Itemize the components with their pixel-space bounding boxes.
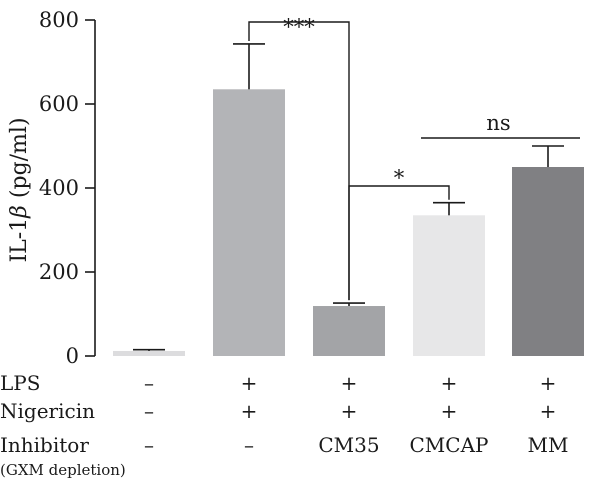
condition-value: +: [341, 399, 358, 423]
bar: [413, 215, 485, 356]
bar: [213, 89, 285, 357]
condition-value: –: [144, 399, 154, 423]
error-bars: [133, 43, 564, 351]
condition-row-label: Nigericin: [0, 399, 95, 423]
significance-bracket: [348, 185, 450, 301]
condition-row-label: LPS: [0, 371, 40, 395]
condition-value: +: [540, 399, 557, 423]
condition-value: MM: [528, 433, 569, 457]
condition-value: CM35: [318, 433, 379, 457]
condition-value: –: [144, 433, 154, 457]
condition-value: +: [441, 399, 458, 423]
significance-label: *: [394, 166, 405, 190]
condition-value: CMCAP: [410, 433, 489, 457]
significance-label: ns: [486, 111, 510, 135]
condition-value: +: [241, 399, 258, 423]
y-tick-label: 400: [39, 176, 79, 200]
condition-row-sublabel: (GXM depletion): [0, 461, 126, 479]
y-tick-label: 0: [66, 344, 79, 368]
y-axis-title: IL-1β (pg/ml): [7, 117, 32, 262]
bar: [313, 306, 385, 356]
condition-value: +: [441, 371, 458, 395]
condition-table: LPS – + + + + Nigericin – + + + + Inhibitor (GXM depl…: [0, 371, 568, 479]
y-tick-label: 800: [39, 8, 79, 32]
bar: [113, 350, 185, 356]
significance-brackets: ****ns: [248, 15, 580, 301]
condition-value: –: [144, 371, 154, 395]
condition-value: –: [244, 433, 254, 457]
bar: [512, 167, 584, 356]
condition-value: +: [241, 371, 258, 395]
significance-label: ***: [283, 15, 315, 39]
y-tick-label: 200: [39, 260, 79, 284]
bars: [113, 89, 584, 357]
condition-value: +: [341, 371, 358, 395]
condition-row-label: Inhibitor: [0, 433, 89, 457]
condition-value: +: [540, 371, 557, 395]
y-axis: 0 200 400 600 800: [39, 8, 96, 368]
significance-bracket: [248, 21, 350, 301]
y-tick-label: 600: [39, 92, 79, 116]
